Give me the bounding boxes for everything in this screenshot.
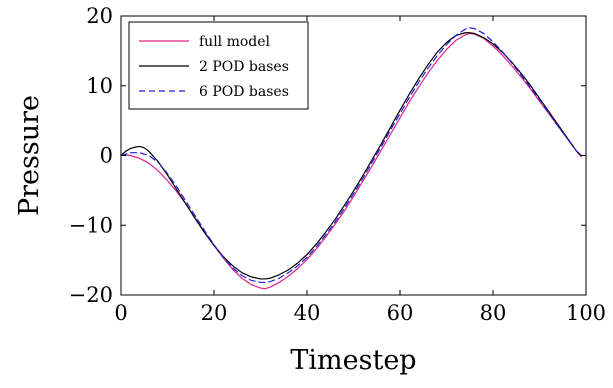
plot-lines — [120, 27, 582, 290]
legend: full model 2 POD bases 6 POD bases — [128, 21, 309, 110]
axis-ticks — [120, 15, 587, 296]
x-tick-label: 100 — [566, 301, 606, 325]
x-tick-label: 20 — [201, 301, 228, 325]
y-tick-label: −20 — [69, 283, 113, 307]
x-tick-label: 0 — [114, 301, 127, 325]
legend-label-2: 2 POD bases — [199, 59, 289, 75]
x-tick-label: 80 — [480, 301, 507, 325]
y-tick-label: 10 — [86, 74, 113, 98]
y-axis-title: Pressure — [14, 95, 45, 216]
series-line-3 — [120, 27, 582, 284]
series-line-2 — [120, 32, 582, 280]
x-tick-label: 60 — [387, 301, 414, 325]
x-tick-label: 40 — [294, 301, 321, 325]
x-axis-title: Timestep — [290, 345, 416, 376]
y-tick-label: 0 — [100, 144, 113, 168]
axis-tick-labels: 0 20 40 60 80 100 −20 −10 0 10 20 — [69, 4, 606, 325]
y-tick-label: −10 — [69, 213, 113, 237]
legend-label-3: 6 POD bases — [199, 84, 289, 100]
y-tick-label: 20 — [86, 4, 113, 28]
legend-label-1: full model — [199, 34, 271, 50]
